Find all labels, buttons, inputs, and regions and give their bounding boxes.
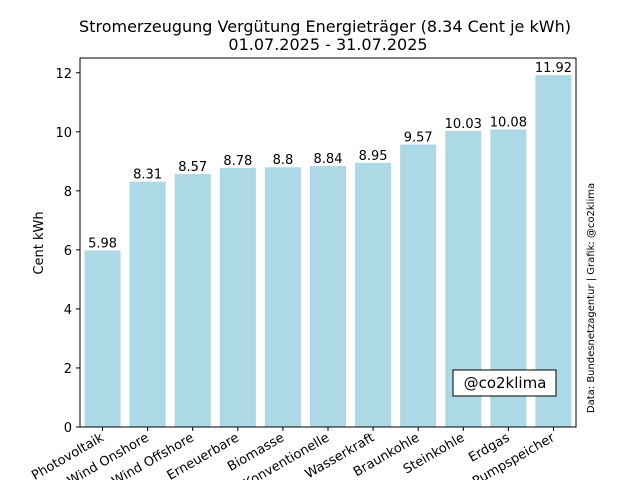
bar-value-label-7: 9.57 [404,130,433,145]
y-tick-label-0: 0 [64,421,72,436]
source-note: Data: Bundesnetzagentur | Grafik: @co2kl… [586,183,597,413]
y-tick-label-3: 6 [64,244,72,259]
bar-value-label-1: 8.31 [133,168,162,183]
watermark-box: @co2klima [452,369,557,397]
bar-10 [535,75,572,428]
y-tick-label-6: 12 [55,67,72,82]
bar-0 [84,250,121,427]
bar-value-label-0: 5.98 [88,236,117,251]
bar-value-label-5: 8.84 [314,152,343,167]
y-tick-label-4: 8 [64,185,72,200]
watermark-text: @co2klima [464,374,547,392]
chart-title: Stromerzeugung Vergütung Energieträger (… [79,17,571,36]
bar-4 [264,167,301,427]
y-axis-label: Cent kWh [32,211,47,274]
bar-value-label-3: 8.78 [223,154,252,169]
bar-6 [355,162,392,427]
bar-value-label-4: 8.8 [273,153,294,168]
y-tick-label-5: 10 [55,126,72,141]
bar-3 [219,167,256,428]
bar-value-label-10: 11.92 [535,61,572,76]
bar-2 [174,174,211,427]
chart-subtitle: 01.07.2025 - 31.07.2025 [228,35,427,54]
bar-1 [129,181,166,427]
bar-5 [309,166,347,427]
bar-value-label-9: 10.08 [490,115,527,130]
bar-7 [400,144,437,428]
bar-value-label-6: 8.95 [359,149,388,164]
y-tick-label-2: 4 [64,303,72,318]
bar-value-label-2: 8.57 [178,160,207,175]
bar-value-label-8: 10.03 [445,117,482,132]
y-tick-label-1: 2 [64,362,72,377]
plot-frame [79,57,577,428]
